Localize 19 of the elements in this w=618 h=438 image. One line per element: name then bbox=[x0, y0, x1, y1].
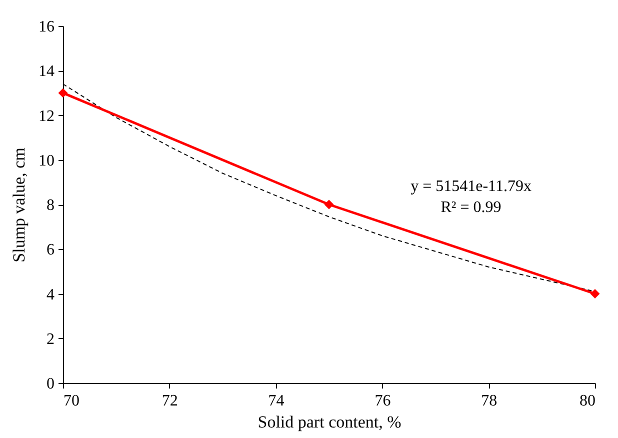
y-tick-label: 10 bbox=[38, 152, 54, 170]
y-axis-title: Slump value, cm bbox=[10, 148, 28, 262]
x-tick-label: 70 bbox=[64, 392, 80, 410]
y-tick-label: 8 bbox=[46, 197, 54, 214]
y-tick-label: 0 bbox=[46, 376, 54, 392]
x-tick-label: 76 bbox=[374, 392, 391, 410]
x-tick-label: 78 bbox=[481, 392, 498, 410]
x-tick-label: 80 bbox=[580, 392, 596, 410]
annotation: R² = 0.99 bbox=[440, 199, 502, 216]
y-tick-label: 16 bbox=[38, 18, 54, 36]
x-axis-title: Solid part content, % bbox=[258, 412, 402, 432]
y-tick-label: 12 bbox=[38, 108, 54, 125]
annotation: y = 51541e-11.79x bbox=[410, 178, 532, 195]
x-tick-label: 72 bbox=[162, 392, 178, 410]
x-tick-label: 74 bbox=[268, 392, 284, 410]
y-tick-label: 14 bbox=[38, 63, 54, 80]
y-tick-label: 6 bbox=[46, 242, 54, 259]
y-tick-label: 4 bbox=[46, 286, 54, 304]
y-tick-label: 2 bbox=[46, 330, 54, 348]
